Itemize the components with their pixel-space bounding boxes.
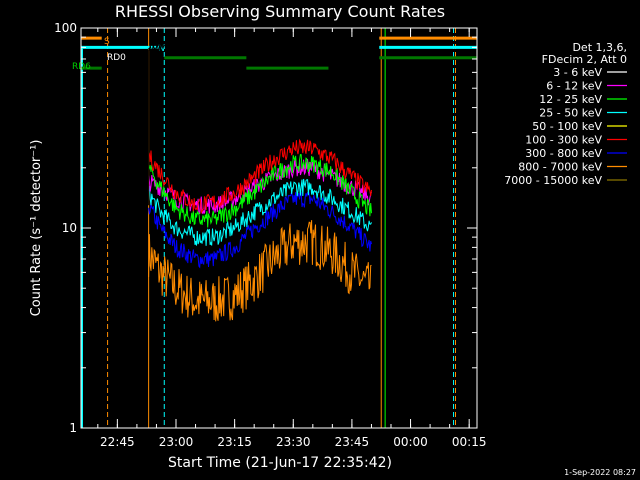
y-tick-label-1: 1	[69, 421, 77, 435]
state-label-n: N	[158, 44, 165, 54]
x-axis-label: Start Time (21-Jun-17 22:35:42)	[168, 455, 392, 471]
x-tick-label-00:15: 00:15	[452, 435, 487, 449]
legend-label-3: 12 - 25 keV	[539, 93, 602, 106]
plot-frame	[80, 27, 478, 429]
legend-label-9: 7000 - 15000 keV	[504, 174, 602, 187]
series-line-12to25kev	[148, 154, 372, 228]
series-line-800to7000kev	[148, 220, 372, 322]
state-label-s: S	[104, 37, 110, 47]
series-line-3to6kev	[148, 32, 372, 56]
legend-label-1: 3 - 6 keV	[553, 66, 602, 79]
series-line-300to800kev	[148, 191, 372, 269]
x-tick-label-00:00: 00:00	[393, 435, 428, 449]
legend-label-8: 800 - 7000 keV	[518, 161, 602, 174]
x-tick-label-23:00: 23:00	[159, 435, 194, 449]
y-axis-label: Count Rate (s⁻¹ detector⁻¹)	[29, 140, 44, 317]
legend-label-6: 100 - 300 keV	[525, 134, 602, 147]
series-line-25to50kev	[148, 178, 372, 246]
x-tick-label-23:15: 23:15	[217, 435, 252, 449]
y-tick-label-100: 100	[54, 21, 77, 35]
legend-label-7: 300 - 800 keV	[525, 147, 602, 160]
date-stamp: 1-Sep-2022 08:27	[564, 468, 636, 477]
x-tick-label-22:45: 22:45	[100, 435, 135, 449]
legend-label-2: 6 - 12 keV	[546, 80, 602, 93]
x-tick-label-23:45: 23:45	[335, 435, 370, 449]
legend-header-1: Det 1,3,6,	[572, 41, 627, 54]
state-label-rd6: RD6	[72, 62, 91, 72]
chart-title: RHESSI Observing Summary Count Rates	[115, 2, 445, 21]
legend-label-5: 50 - 100 keV	[532, 120, 602, 133]
state-label-rd0: RD0	[107, 53, 126, 63]
legend-label-4: 25 - 50 keV	[539, 107, 602, 120]
legend-header-2: FDecim 2, Att 0	[542, 53, 627, 66]
x-tick-label-23:30: 23:30	[276, 435, 311, 449]
series-line-100to300kev	[148, 138, 372, 215]
y-tick-label-10: 10	[62, 221, 77, 235]
